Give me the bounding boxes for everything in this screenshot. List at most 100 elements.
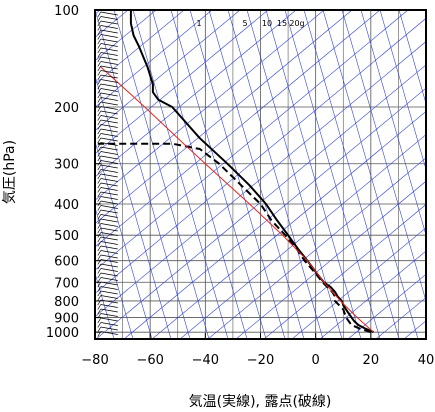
wind-barb bbox=[97, 124, 118, 130]
mixing-ratio-line bbox=[151, 10, 248, 339]
wind-barb bbox=[97, 209, 118, 216]
wind-barb-flag bbox=[97, 286, 102, 292]
mixing-ratio-line bbox=[379, 10, 426, 171]
mixing-ratio-label: 10 bbox=[262, 19, 272, 28]
y-tick-label: 700 bbox=[54, 276, 79, 291]
wind-barb-flag bbox=[97, 70, 102, 76]
temperature-line bbox=[129, 10, 374, 334]
wind-barb-shaft bbox=[100, 79, 118, 83]
wind-barb-shaft bbox=[100, 146, 118, 151]
wind-barb-flag bbox=[97, 38, 102, 45]
wind-barb-shaft bbox=[100, 43, 118, 47]
wind-barb-flag bbox=[97, 97, 102, 103]
x-tick-label: −60 bbox=[136, 353, 163, 368]
wind-barb-shaft bbox=[100, 317, 118, 322]
wind-barb-flag bbox=[97, 250, 102, 256]
wind-barbs bbox=[97, 11, 118, 337]
wind-barb bbox=[97, 227, 118, 234]
wind-barb-flag bbox=[97, 119, 102, 126]
dry-adiabat-line bbox=[95, 10, 353, 224]
wind-barb bbox=[97, 65, 118, 72]
wind-barb bbox=[97, 43, 118, 49]
y-tick-label: 100 bbox=[54, 4, 79, 19]
wind-barb-flag bbox=[97, 142, 102, 148]
x-axis-title: 気温(実線), 露点(破線) bbox=[189, 394, 332, 410]
wind-barb-shaft bbox=[100, 119, 118, 124]
wind-barb-flag bbox=[97, 223, 102, 229]
wind-barb-flag bbox=[97, 124, 102, 130]
wind-barb-flag bbox=[97, 25, 102, 31]
y-tick-label: 200 bbox=[54, 101, 79, 116]
wind-barb-flag bbox=[97, 137, 102, 144]
mixing-ratio-label: 15 bbox=[277, 19, 287, 28]
mixing-ratio-line bbox=[95, 10, 191, 339]
wind-barb-shaft bbox=[100, 110, 118, 115]
wind-barb bbox=[97, 317, 118, 324]
wind-barb-shaft bbox=[100, 263, 118, 268]
wind-barb-flag bbox=[97, 65, 102, 72]
wind-barb bbox=[97, 88, 118, 94]
wind-barb bbox=[97, 326, 118, 333]
wind-barb-flag bbox=[97, 178, 102, 184]
wind-barb-flag bbox=[97, 272, 102, 279]
wind-barb bbox=[97, 56, 118, 63]
dry-adiabat-line bbox=[95, 10, 297, 178]
mixing-ratio-line bbox=[398, 10, 426, 105]
wind-barb-shaft bbox=[100, 304, 118, 308]
wind-barb-flag bbox=[97, 155, 102, 162]
mixing-ratio-label: 5 bbox=[242, 19, 247, 28]
wind-barb-shaft bbox=[100, 173, 118, 178]
wind-barb-flag bbox=[97, 61, 102, 67]
wind-barb bbox=[97, 11, 118, 18]
wind-barb-shaft bbox=[100, 164, 118, 169]
wind-barb bbox=[97, 160, 118, 166]
y-tick-label: 1000 bbox=[46, 326, 79, 341]
wind-barb-shaft bbox=[100, 106, 118, 110]
wind-barb bbox=[97, 79, 118, 85]
mixing-ratio-line bbox=[265, 10, 362, 339]
dry-adiabat-line bbox=[95, 10, 381, 248]
wind-barb-flag bbox=[97, 182, 102, 189]
wind-barb-flag bbox=[97, 191, 102, 198]
wind-barb bbox=[97, 214, 118, 220]
wind-barb-flag bbox=[97, 43, 102, 49]
wind-barb-shaft bbox=[100, 191, 118, 196]
wind-barb-shaft bbox=[100, 259, 118, 263]
y-tick-label: 900 bbox=[54, 311, 79, 326]
mixing-ratio-line bbox=[95, 74, 172, 339]
wind-barb-shaft bbox=[100, 29, 118, 34]
wind-barb-flag bbox=[97, 34, 102, 40]
wind-barb-flag bbox=[97, 74, 102, 81]
wind-barb-shaft bbox=[100, 47, 118, 52]
wind-barb-shaft bbox=[100, 20, 118, 25]
mixing-ratio-line bbox=[170, 10, 267, 339]
wind-barb-shaft bbox=[100, 286, 118, 290]
wind-barb bbox=[97, 263, 118, 270]
x-tick-label: 40 bbox=[418, 353, 435, 368]
dry-adiabat-line bbox=[95, 10, 213, 108]
wind-barb-flag bbox=[97, 29, 102, 36]
wind-barb-shaft bbox=[100, 34, 118, 38]
y-tick-label: 400 bbox=[54, 198, 79, 213]
wind-barb bbox=[97, 286, 118, 292]
wind-barb-shaft bbox=[100, 124, 118, 128]
mixing-ratio-line bbox=[303, 10, 400, 339]
wind-barb-flag bbox=[97, 187, 102, 193]
wind-barb bbox=[97, 97, 118, 103]
wind-barb-shaft bbox=[100, 281, 118, 286]
wind-barb bbox=[97, 151, 118, 157]
wind-barb bbox=[97, 191, 118, 198]
wind-barb bbox=[97, 29, 118, 36]
wind-barb-shaft bbox=[100, 151, 118, 155]
wind-barb-shaft bbox=[100, 70, 118, 74]
wind-barb-shaft bbox=[100, 142, 118, 146]
wind-barb-shaft bbox=[100, 272, 118, 277]
wind-barb-shaft bbox=[100, 299, 118, 304]
wind-barb bbox=[97, 92, 118, 99]
wind-barb-shaft bbox=[100, 308, 118, 313]
wind-barb bbox=[97, 38, 118, 45]
wind-barb-shaft bbox=[100, 227, 118, 232]
wind-barb-flag bbox=[97, 88, 102, 94]
wind-barb-shaft bbox=[100, 97, 118, 101]
mixing-ratio-line bbox=[208, 10, 305, 339]
